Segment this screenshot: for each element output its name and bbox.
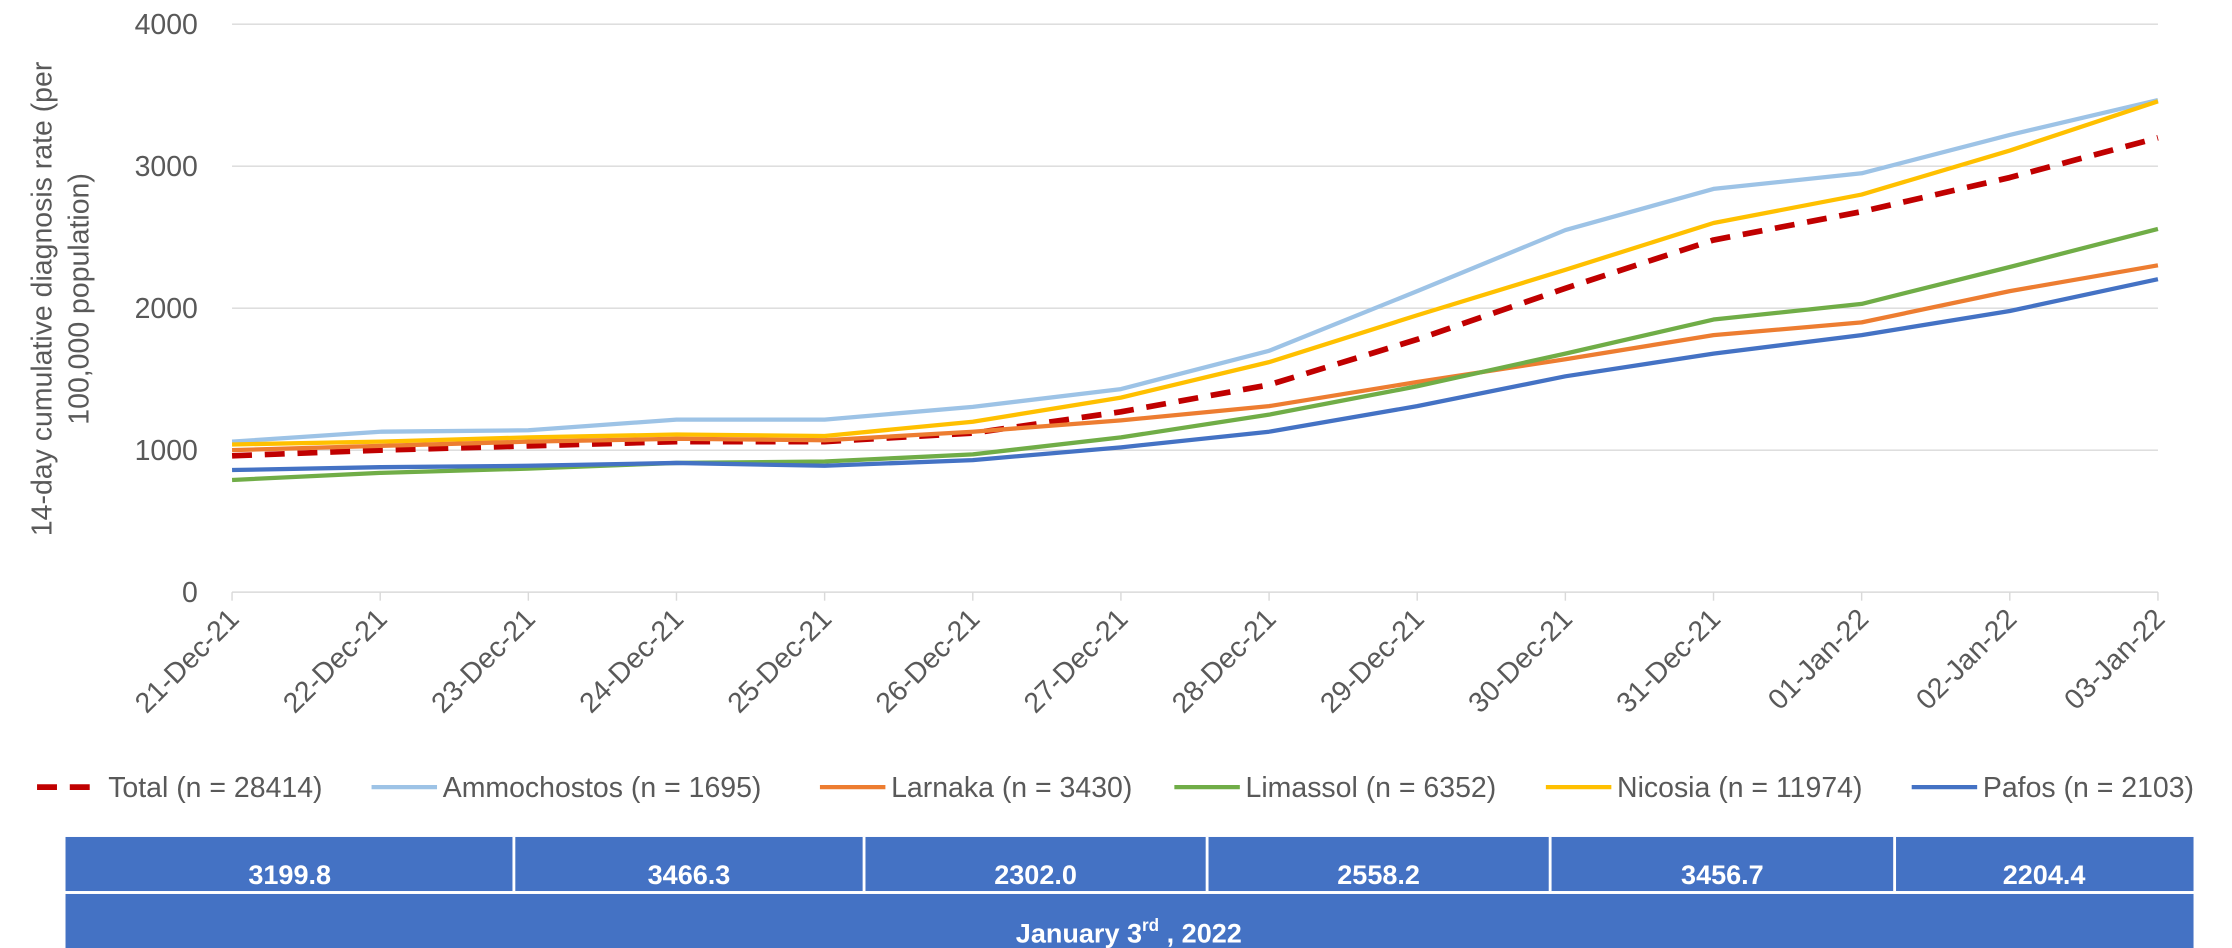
series-line: [231, 135, 2159, 459]
table-cell: 3456.7: [1681, 860, 1764, 890]
x-tick-label: 25-Dec-21: [722, 603, 839, 720]
y-tick-label: 2000: [135, 293, 198, 325]
series-line: [231, 263, 2159, 453]
x-tick-label: 27-Dec-21: [1018, 603, 1135, 720]
y-tick-label: 0: [182, 577, 198, 609]
x-tick-label: 30-Dec-21: [1462, 603, 1579, 720]
x-tick-label: 23-Dec-21: [425, 603, 542, 720]
series-line: [231, 226, 2159, 483]
y-tick-label: 1000: [135, 435, 198, 467]
legend-label: Larnaka (n = 3430): [891, 772, 1132, 804]
y-axis-label: 100,000 population): [63, 173, 95, 425]
table-footer-text: January 3rd , 2022: [1016, 916, 1242, 948]
table-cell: 2302.0: [994, 860, 1077, 890]
x-tick-label: 24-Dec-21: [573, 603, 690, 720]
y-axis-label: 14-day cumulative diagnosis rate (per: [26, 62, 58, 536]
x-tick-label: 02-Jan-22: [1910, 603, 2023, 716]
x-tick-label: 26-Dec-21: [870, 603, 987, 720]
table-cell: 2558.2: [1337, 860, 1420, 890]
x-tick-label: 03-Jan-22: [2058, 603, 2171, 716]
x-tick-label: 28-Dec-21: [1166, 603, 1283, 720]
table-footer: [65, 893, 2194, 948]
series-line: [232, 277, 2159, 473]
legend-label: Total (n = 28414): [108, 772, 322, 804]
series-line: [232, 99, 2159, 447]
x-tick-label: 21-Dec-21: [129, 603, 246, 720]
legend-label: Ammochostos (n = 1695): [443, 772, 762, 804]
table-cell: 3466.3: [648, 860, 731, 890]
legend-label: Pafos (n = 2103): [1983, 772, 2194, 804]
table-cell: 3199.8: [248, 860, 331, 890]
x-tick-label: 29-Dec-21: [1314, 603, 1431, 720]
table-row: [65, 836, 2194, 892]
x-tick-label: 01-Jan-22: [1762, 603, 1875, 716]
x-tick-label: 31-Dec-21: [1610, 603, 1727, 720]
y-tick-label: 4000: [135, 9, 198, 41]
series-line: [231, 97, 2159, 444]
y-tick-label: 3000: [135, 151, 198, 183]
x-tick-label: 22-Dec-21: [277, 603, 394, 720]
legend-label: Limassol (n = 6352): [1246, 772, 1497, 804]
legend-label: Nicosia (n = 11974): [1617, 772, 1862, 804]
table-cell: 2204.4: [2003, 860, 2086, 890]
